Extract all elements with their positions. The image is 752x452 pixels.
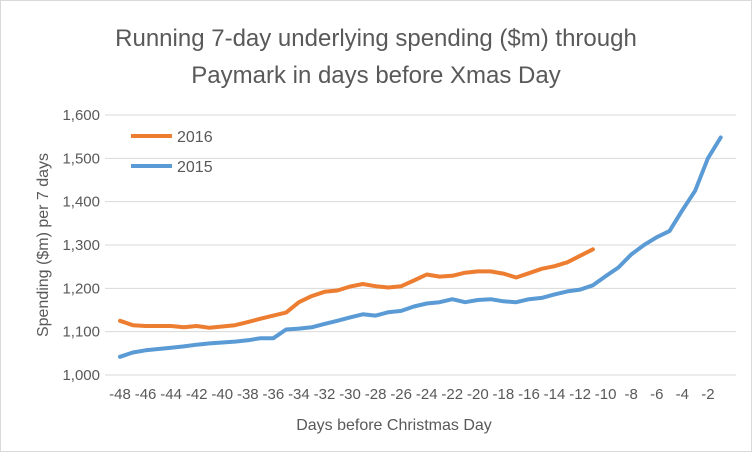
x-tick-label: -28 <box>365 386 387 403</box>
y-tick-label: 1,400 <box>62 194 100 211</box>
x-tick-label: -40 <box>211 386 233 403</box>
x-tick-label: -16 <box>518 386 540 403</box>
x-tick-label: -34 <box>288 386 310 403</box>
x-tick-label: -22 <box>441 386 463 403</box>
x-tick-label: -4 <box>676 386 689 403</box>
y-tick-label: 1,100 <box>62 324 100 341</box>
x-tick-label: -24 <box>416 386 438 403</box>
x-tick-label: -6 <box>650 386 663 403</box>
x-tick-label: -32 <box>314 386 336 403</box>
y-tick-label: 1,200 <box>62 280 100 297</box>
y-tick-label: 1,000 <box>62 367 100 384</box>
y-tick-label: 1,300 <box>62 237 100 254</box>
legend-label: 2015 <box>177 159 213 176</box>
x-tick-label: -26 <box>390 386 412 403</box>
chart-title-line-2: Paymark in days before Xmas Day <box>191 62 560 89</box>
x-tick-label: -36 <box>263 386 285 403</box>
x-tick-label: -8 <box>625 386 638 403</box>
x-tick-label: -46 <box>135 386 157 403</box>
series-line-2015 <box>118 135 723 359</box>
x-tick-label: -44 <box>160 386 182 403</box>
y-tick-label: 1,600 <box>62 107 100 124</box>
x-tick-label: -12 <box>569 386 591 403</box>
x-tick-label: -38 <box>237 386 259 403</box>
x-tick-label: -30 <box>339 386 361 403</box>
legend-label: 2016 <box>177 129 213 146</box>
x-tick-label: -42 <box>186 386 208 403</box>
x-tick-label: -2 <box>701 386 714 403</box>
x-tick-label: -18 <box>493 386 515 403</box>
y-axis-label: Spending ($m) per 7 days <box>35 153 52 337</box>
chart-title-line-1: Running 7-day underlying spending ($m) t… <box>115 25 637 52</box>
x-axis-label: Days before Christmas Day <box>296 417 492 434</box>
x-tick-label: -48 <box>109 386 131 403</box>
x-tick-label: -14 <box>544 386 566 403</box>
y-tick-label: 1,500 <box>62 150 100 167</box>
series-line-2016 <box>118 247 595 330</box>
x-tick-label: -10 <box>595 386 617 403</box>
x-tick-label: -20 <box>467 386 489 403</box>
